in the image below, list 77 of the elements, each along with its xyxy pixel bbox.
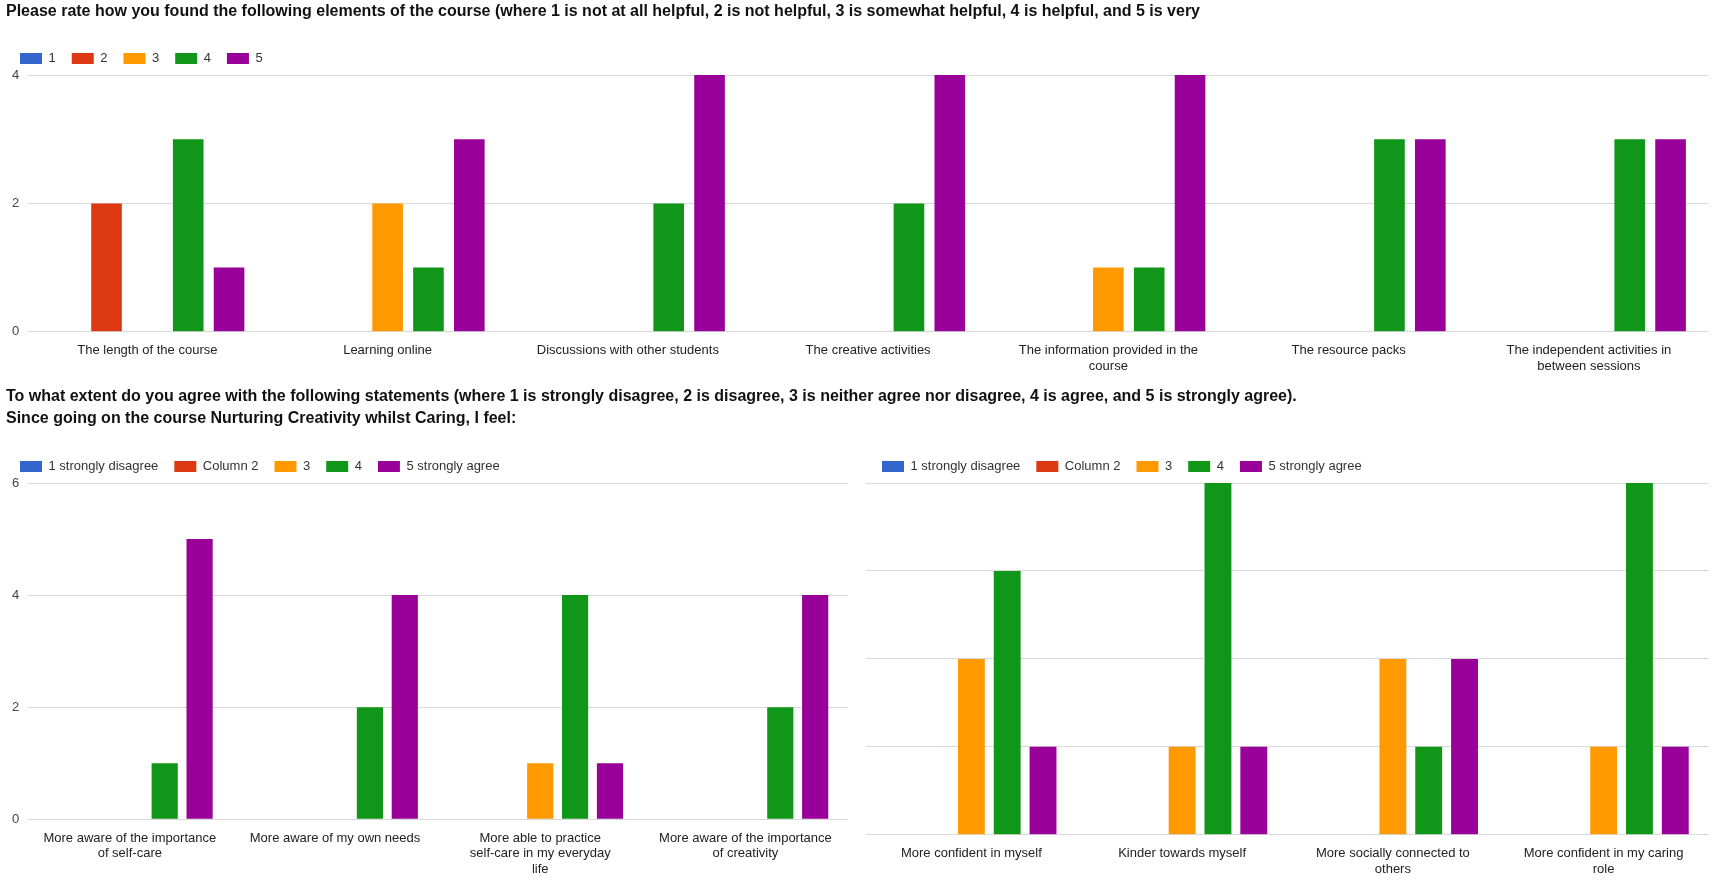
bar [527, 763, 554, 819]
y-tick-label: 2 [12, 194, 20, 210]
bar [1614, 139, 1646, 332]
legend-label: Column 2 [1064, 458, 1121, 474]
bar [1093, 267, 1124, 332]
y-tick-label: 6 [12, 474, 20, 490]
bar [1414, 139, 1446, 332]
bar [186, 539, 213, 819]
x-tick-label: More able to practice self-care in my everyday life [469, 829, 612, 876]
bar [653, 203, 685, 332]
legend-label: 3 [1164, 458, 1173, 474]
x-tick-label: More confident in myself [900, 845, 1043, 861]
x-tick-label: More confident in my caring role [1523, 845, 1684, 876]
bar [1379, 658, 1407, 835]
bar [893, 203, 925, 332]
bar [1133, 267, 1165, 332]
x-tick-label: The resource packs [1291, 342, 1407, 358]
x-tick-label: The length of the course [77, 342, 218, 358]
bar [1590, 746, 1618, 835]
bar [1029, 746, 1057, 835]
y-tick-label: 2 [12, 698, 20, 714]
bar [1655, 139, 1686, 332]
x-tick-label: Kinder towards myself [1118, 845, 1247, 861]
bar [1661, 746, 1689, 835]
legend-label: Column 2 [202, 458, 259, 474]
bar [1374, 139, 1405, 332]
y-tick-label: 4 [12, 66, 20, 82]
legend-label: 3 [151, 50, 160, 66]
legend-label: 5 strongly agree [406, 458, 500, 474]
bar [802, 595, 829, 819]
chart-title: Please rate how you found the following elements of the course (where 1 is not at all helpful, 2 is not helpful, 3 is somewhat helpful, 4 is helpful, and 5 is very [5, 1, 1201, 21]
bar [1204, 483, 1232, 835]
bar [1240, 746, 1268, 835]
bar [1174, 75, 1206, 332]
bar [91, 203, 122, 332]
legend-label: 1 strongly disagree [910, 458, 1021, 474]
bar [934, 75, 966, 332]
bar [1415, 746, 1443, 835]
bar [453, 139, 485, 332]
x-tick-label: More aware of my own needs [249, 829, 421, 845]
legend-label: 4 [354, 458, 362, 474]
legend-label: 4 [203, 50, 211, 66]
chart-title: To what extent do you agree with the following statements (where 1 is strongly disagree, 2 is disagree, 3 is neither agree nor disagree, 4 is agree, and 5 is strongly agree). Since going on the course Nurturing Creativity whilst Caring, I feel: [5, 386, 1298, 428]
legend-label: 5 [255, 50, 263, 66]
x-tick-label: The creative activities [805, 342, 932, 358]
x-tick-label: More aware of the importance of self-care [43, 829, 217, 861]
bar [356, 707, 383, 819]
legend-label: 2 [100, 50, 108, 66]
legend-label: 4 [1216, 458, 1224, 474]
x-tick-label: More socially connected to others [1315, 845, 1470, 876]
bar [213, 267, 245, 332]
bar [372, 203, 403, 332]
y-tick-label: 0 [12, 810, 20, 826]
x-tick-label: The information provided in the course [1018, 342, 1198, 373]
legend-label: 1 strongly disagree [48, 458, 159, 474]
y-tick-label: 0 [12, 323, 20, 339]
bar [957, 658, 985, 835]
x-tick-label: Learning online [343, 342, 433, 358]
bar [151, 763, 178, 819]
x-tick-label: Discussions with other students [536, 342, 720, 358]
bar [1626, 483, 1653, 835]
bar [1451, 658, 1478, 835]
bar [391, 595, 418, 819]
bar [993, 570, 1021, 835]
legend-label: 1 [48, 50, 56, 66]
bar [1168, 746, 1196, 835]
bar [596, 763, 624, 819]
bar [172, 139, 204, 332]
legend-label: 3 [302, 458, 311, 474]
x-tick-label: More aware of the importance of creativity [659, 829, 832, 861]
x-tick-label: The independent activities in between sessions [1506, 342, 1672, 373]
legend-label: 5 strongly agree [1268, 458, 1362, 474]
bar [413, 267, 444, 332]
bar [562, 595, 589, 819]
bar [767, 707, 794, 819]
y-tick-label: 4 [12, 586, 20, 602]
bar [694, 75, 725, 332]
